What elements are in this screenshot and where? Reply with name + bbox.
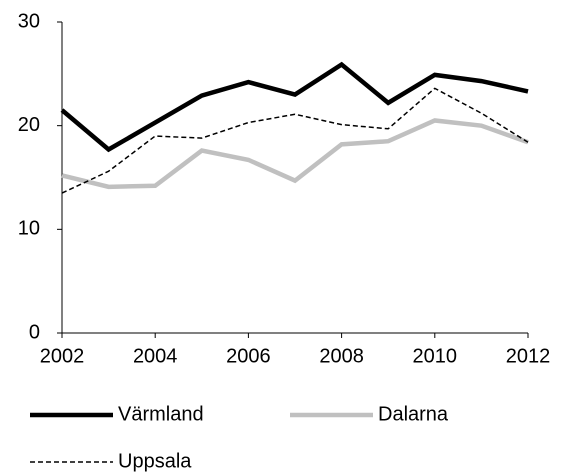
series-line (60, 61, 529, 153)
legend-label: Uppsala (118, 450, 192, 472)
y-tick-label: 0 (29, 321, 40, 343)
y-tick-label: 20 (18, 114, 40, 136)
legend-label: Värmland (118, 403, 204, 425)
x-tick-label: 2006 (226, 345, 271, 367)
x-tick-label: 2008 (319, 345, 364, 367)
series-line (61, 87, 529, 194)
series-line (61, 118, 529, 190)
x-tick-label: 2002 (40, 345, 85, 367)
y-tick-label: 10 (18, 218, 40, 240)
x-tick-label: 2004 (133, 345, 178, 367)
x-tick-label: 2012 (506, 345, 551, 367)
legend-label: Dalarna (378, 403, 449, 425)
y-tick-label: 30 (18, 10, 40, 32)
x-tick-label: 2010 (413, 345, 458, 367)
